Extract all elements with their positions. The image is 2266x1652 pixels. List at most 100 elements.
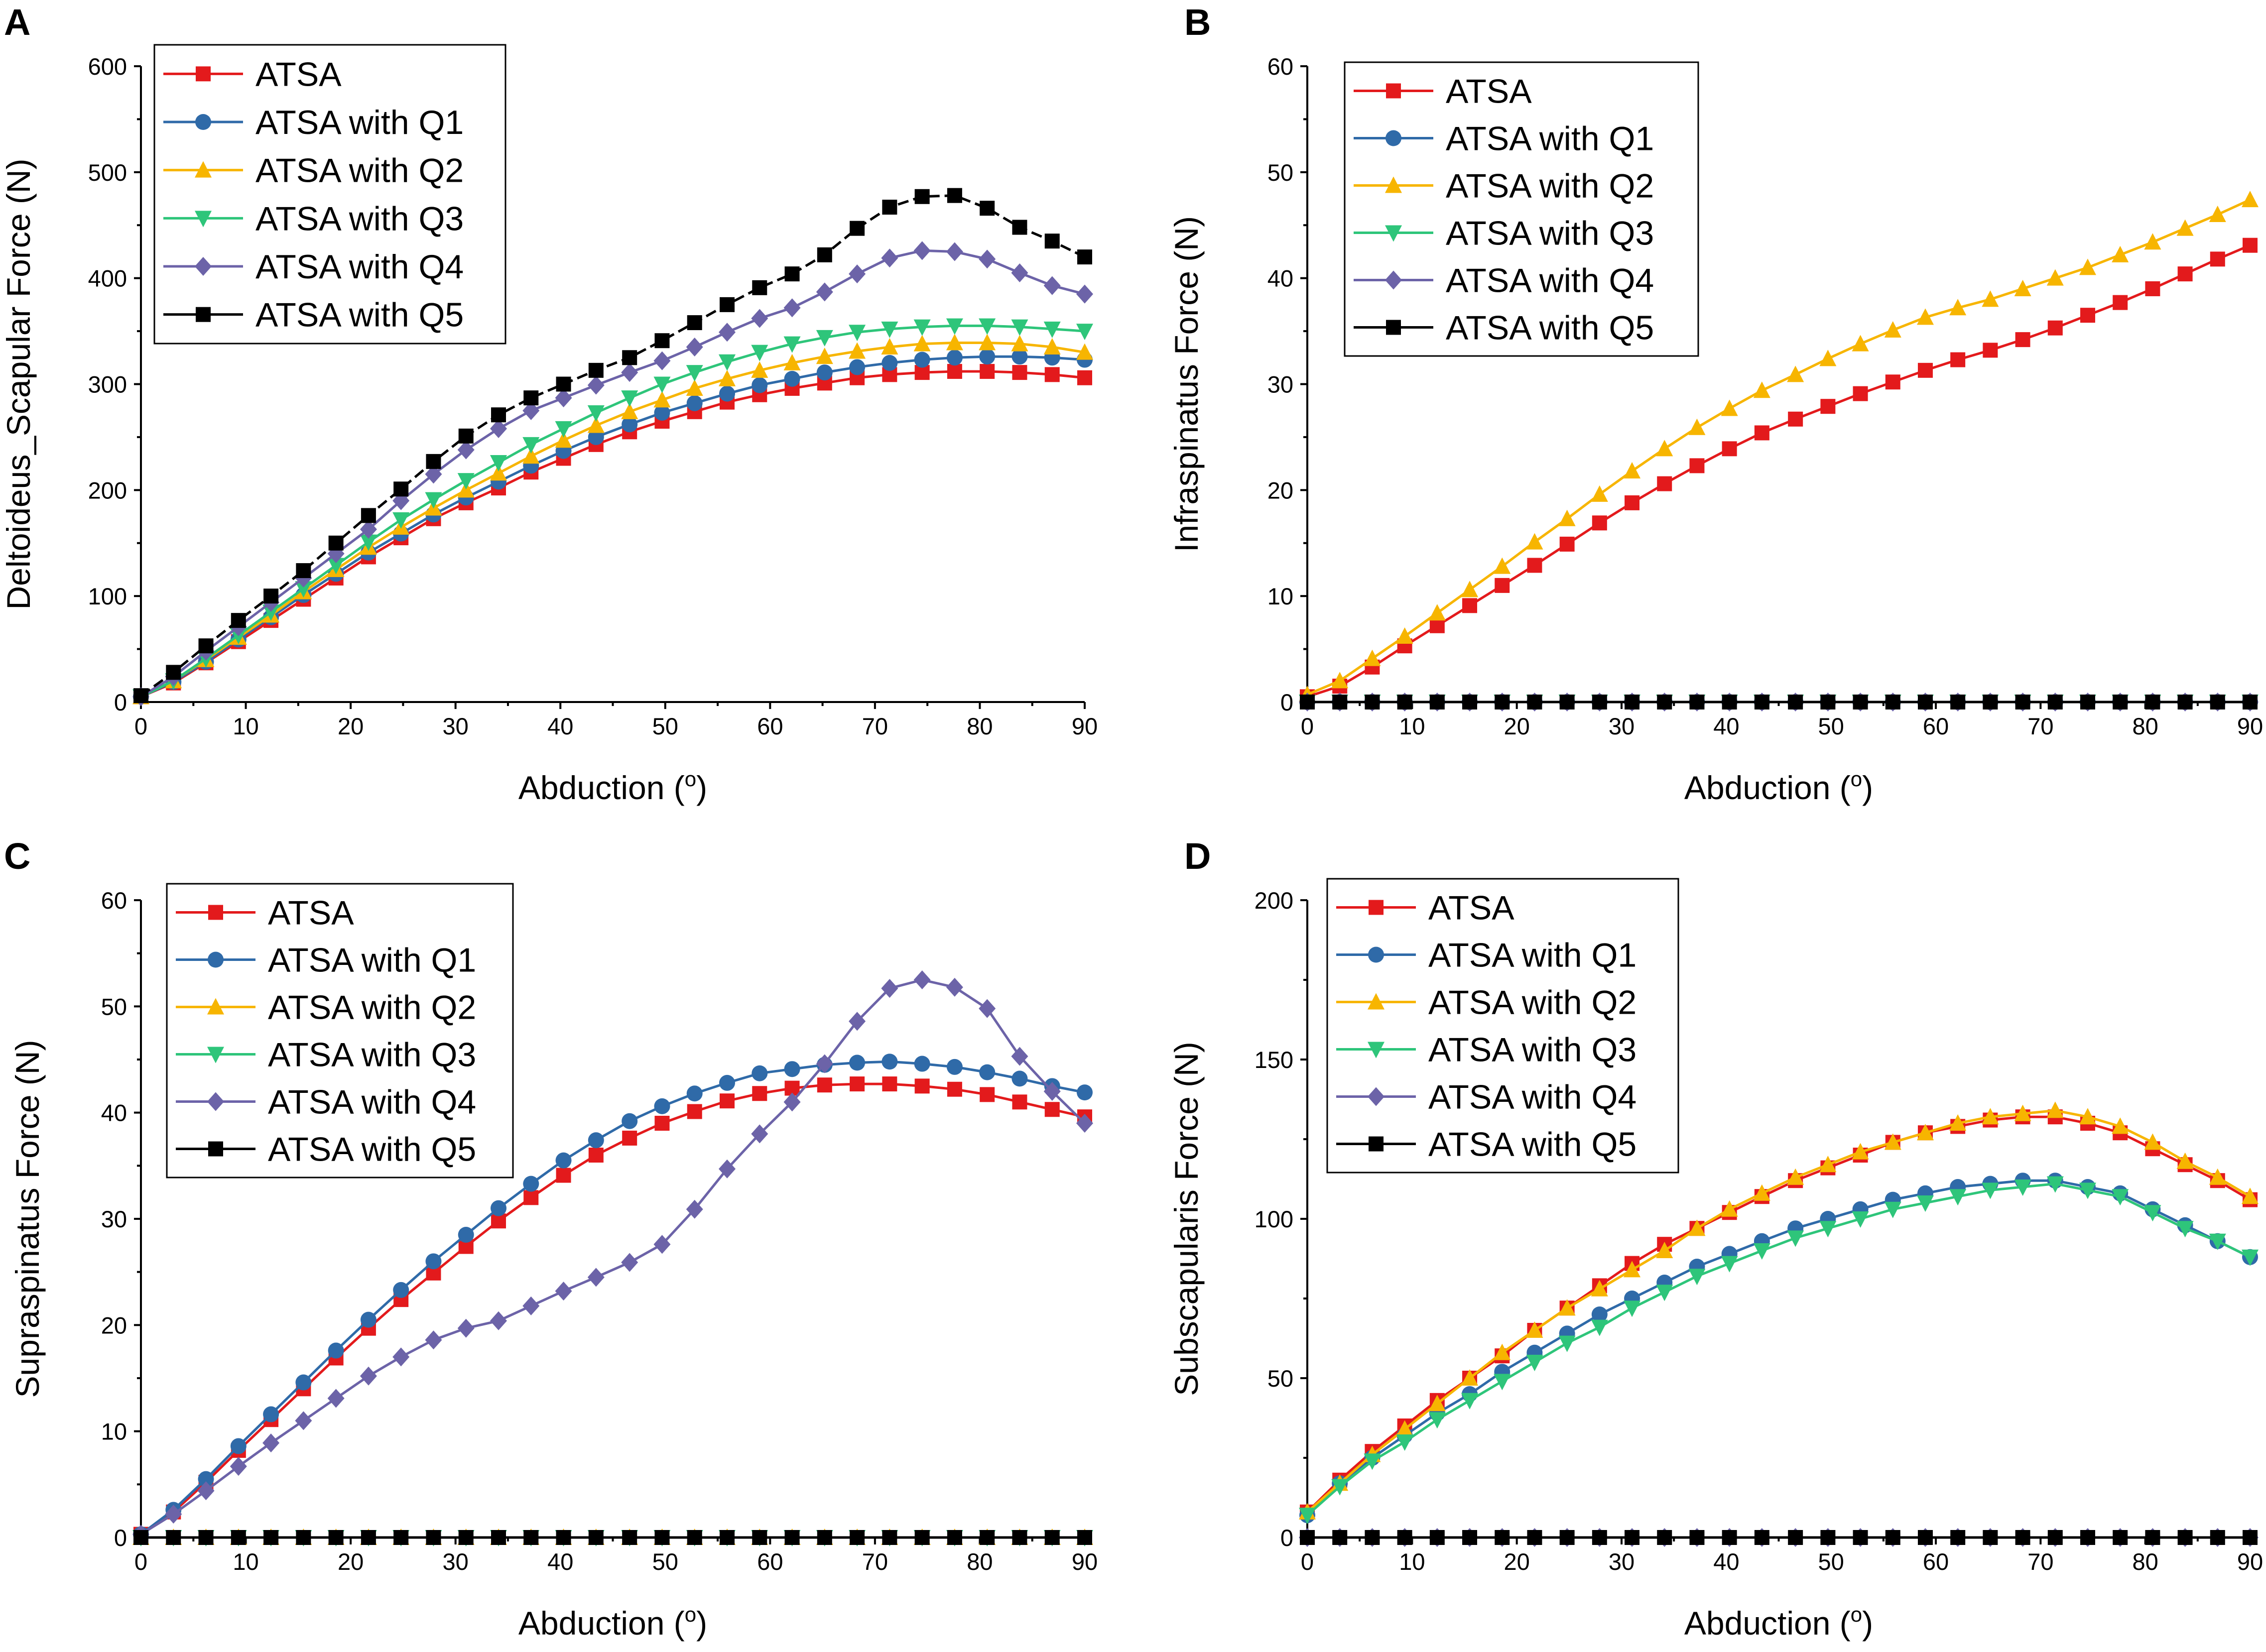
- panel-b-legend-atsa-with-q2-label: ATSA with Q2: [1446, 167, 1654, 205]
- panel-d-series-atsa-with-q5-point-17: [1853, 1530, 1868, 1545]
- panel-c-series-atsa-with-q4-point-13: [555, 1282, 572, 1301]
- panel-a-series-atsa-with-q2-point-14: [587, 416, 605, 433]
- panel-b-ytick-label: 60: [1267, 53, 1293, 80]
- panel-c-series-atsa-with-q4-point-15: [621, 1253, 638, 1272]
- panel-a-series-atsa-with-q5-point-18: [720, 297, 735, 312]
- panel-a-series-atsa-with-q5-point-19: [752, 280, 767, 295]
- panel-c-series-atsa-with-q5-point-21: [817, 1530, 832, 1545]
- panel-c-ylabel: Supraspinatus Force (N): [9, 1040, 46, 1398]
- panel-c-series-atsa-with-q4-point-1: [165, 1505, 182, 1524]
- panel-b-series-atsa-point-20: [1950, 352, 1966, 367]
- panel-d-series-atsa-with-q3-point-3: [1396, 1434, 1413, 1451]
- panel-d-series-atsa-with-q3-point-22: [2014, 1180, 2031, 1196]
- panel-d-xlabel: Abduction (o): [1684, 1603, 1873, 1642]
- panel-a-series-atsa-with-q3-point-29: [1076, 324, 1093, 341]
- panel-a-series-atsa-with-q5-point-16: [654, 333, 670, 349]
- panel-a-series-atsa-point-29: [1077, 370, 1092, 385]
- panel-b-series-atsa-with-q2-point-24: [2079, 258, 2096, 275]
- panel-a-series-atsa-with-q3-point-19: [751, 345, 768, 361]
- panel-c-series-atsa-point-24: [914, 1078, 930, 1094]
- panel-b-series-atsa-with-q5-point-20: [1950, 695, 1966, 709]
- panel-d-series-atsa-with-q2-point-15: [1787, 1168, 1804, 1185]
- panel-b-xtick-label: 30: [1609, 713, 1635, 739]
- panel-c-series-atsa-point-23: [882, 1076, 897, 1092]
- panel-d-series-atsa-with-q2-point-26: [2144, 1133, 2161, 1150]
- panel-d-series-atsa-with-q3-point-18: [1884, 1201, 1901, 1218]
- panel-c-series-atsa-with-q4-point-18: [719, 1159, 736, 1179]
- panel-d-series-atsa-with-q3-point-12: [1688, 1269, 1706, 1286]
- panel-b-series-atsa-point-9: [1592, 515, 1607, 531]
- panel-b-series-atsa-point-15: [1788, 411, 1803, 427]
- panel-b-legend-atsa-with-q3-swatch-point-0: [1385, 225, 1402, 242]
- panel-a-ytick-label: 200: [88, 477, 127, 503]
- panel-c-series-atsa-with-q5-point-18: [720, 1530, 735, 1545]
- panel-b-series-atsa-point-29: [2243, 237, 2258, 253]
- panel-a-series-atsa-with-q1-point-25: [946, 350, 963, 366]
- panel-a-series-atsa-with-q5-point-4: [263, 589, 279, 604]
- panel-d-series-atsa-with-q5-point-23: [2047, 1530, 2063, 1545]
- panel-d-xtick-label: 0: [1301, 1548, 1314, 1575]
- panel-c-series-atsa-with-q5-point-25: [947, 1530, 962, 1545]
- panel-c-legend-atsa-with-q5-label: ATSA with Q5: [268, 1131, 476, 1169]
- panel-c-series-atsa-point-12: [523, 1190, 539, 1205]
- panel-a-legend-atsa-with-q3-label: ATSA with Q3: [255, 200, 464, 237]
- panel-b-series-atsa-with-q5-point-27: [2177, 695, 2193, 709]
- panel-c-series-atsa-with-q5-point-8: [393, 1530, 409, 1545]
- panel-b-legend-atsa-with-q3-label: ATSA with Q3: [1446, 215, 1654, 252]
- panel-a-series-atsa-with-q2-point-25: [946, 334, 963, 351]
- panel-d-legend-atsa-label: ATSA: [1428, 889, 1514, 927]
- panel-b-letter: B: [1184, 1, 1211, 43]
- panel-c-series-atsa-with-q4-point-27: [1011, 1047, 1028, 1066]
- panel-a-series-atsa-with-q5-point-24: [914, 189, 930, 204]
- panel-a-series-atsa-with-q4-point-19: [751, 309, 768, 328]
- panel-b-legend-atsa-with-q1-label: ATSA with Q1: [1446, 120, 1654, 158]
- panel-b-series-atsa-with-q5-point-15: [1788, 695, 1803, 709]
- panel-d-series-atsa-with-q3-point-4: [1428, 1412, 1446, 1429]
- panel-c-legend-atsa-with-q4-label: ATSA with Q4: [268, 1083, 476, 1121]
- panel-a-series-atsa-with-q3-point-25: [946, 318, 963, 335]
- panel-b-series-atsa-point-27: [2177, 266, 2193, 282]
- panel-d-legend-atsa-swatch-point-0: [1369, 900, 1384, 915]
- panel-b-series-atsa-with-q2-point-25: [2112, 245, 2129, 262]
- panel-a-series-atsa-with-q3-point-8: [392, 512, 410, 529]
- panel-c-legend-atsa-with-q1-swatch-point-0: [208, 951, 224, 968]
- panel-d-series-atsa-with-q3-point-16: [1819, 1221, 1837, 1238]
- panel-b-series-atsa-with-q2-point-7: [1526, 533, 1543, 550]
- panel-c-series-atsa-with-q1-point-20: [784, 1061, 800, 1077]
- panel-d-series-atsa-with-q2-point-4: [1428, 1395, 1446, 1412]
- panel-c-series-atsa-with-q1-point-10: [458, 1227, 474, 1243]
- panel-c-xtick-label: 0: [134, 1548, 147, 1575]
- panel-b-series-atsa-with-q2-point-23: [2046, 269, 2064, 286]
- panel-c-series-atsa-with-q4-point-25: [946, 977, 963, 997]
- panel-c-series-atsa-point-14: [588, 1148, 604, 1163]
- panel-a-series-atsa-with-q1-point-20: [784, 370, 800, 387]
- panel-b-xtick-label: 60: [1923, 713, 1949, 739]
- panel-b-series-atsa-with-q5-point-4: [1429, 695, 1445, 709]
- panel-a-xtick-label: 10: [233, 713, 258, 739]
- panel-d-series-atsa-with-q2-point-24: [2079, 1108, 2096, 1125]
- panel-a-series-atsa-with-q3-point-28: [1043, 321, 1061, 338]
- panel-a-series-atsa-with-q2: [132, 334, 1093, 705]
- panel-a-series-atsa-with-q4-point-12: [522, 401, 540, 420]
- panel-c-series-atsa-with-q5-point-23: [882, 1530, 897, 1545]
- panel-d-series-atsa-with-q5-point-26: [2145, 1530, 2160, 1545]
- panel-a-series-atsa-with-q5-point-11: [491, 407, 506, 423]
- panel-a-ylabel: Deltoideus_Scapular Force (N): [0, 158, 37, 609]
- panel-c-series-atsa-point-25: [947, 1081, 962, 1097]
- panel-b-series-atsa-with-q5-point-11: [1657, 695, 1672, 709]
- panel-d-series-atsa-with-q5-point-22: [2015, 1530, 2030, 1545]
- panel-d-series-atsa-with-q5-point-13: [1722, 1530, 1737, 1545]
- panel-b-ytick-label: 50: [1267, 159, 1293, 186]
- panel-d-series-atsa-with-q5-point-11: [1657, 1530, 1672, 1545]
- panel-b-series-atsa-point-17: [1853, 386, 1868, 401]
- panel-a-series-atsa-with-q4-point-14: [587, 375, 605, 395]
- panel-b-series-atsa-with-q2-point-26: [2144, 233, 2161, 250]
- panel-c: C 0 10 20 30 40 50 60 70 80 90 0 10 20 30 40 50 60 Abducti…: [4, 835, 1098, 1642]
- panel-a-series-atsa-with-q5: [133, 188, 1092, 704]
- panel-b-series-atsa-point-24: [2080, 308, 2095, 323]
- panel-a-series-atsa-with-q3-point-5: [295, 581, 312, 598]
- panel-d-series-atsa-with-q3-point-29: [2242, 1249, 2259, 1266]
- panel-b-xtick-label: 40: [1713, 713, 1739, 739]
- panel-a-series-atsa-with-q1-point-26: [979, 349, 996, 365]
- panel-d-series-atsa-with-q2-point-25: [2112, 1117, 2129, 1134]
